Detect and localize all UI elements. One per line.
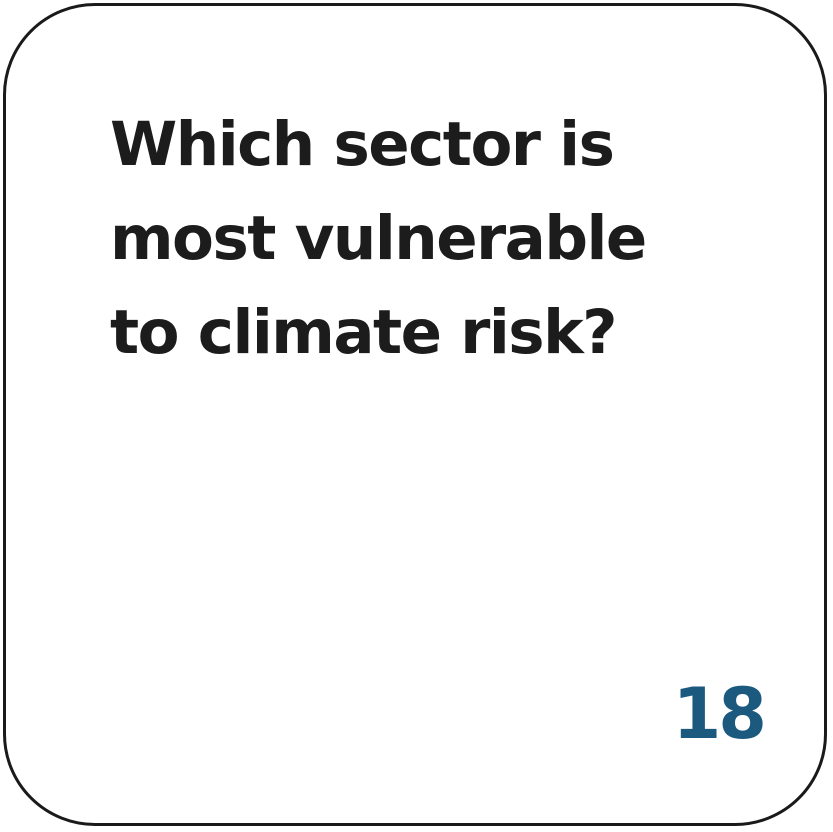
card-number: 18: [672, 673, 767, 755]
question-text: Which sector is most vulnerable to clima…: [110, 98, 750, 380]
question-line-2: most vulnerable: [110, 203, 647, 274]
question-line-3: to climate risk?: [110, 297, 618, 368]
question-card: Which sector is most vulnerable to clima…: [3, 3, 827, 826]
question-line-1: Which sector is: [110, 109, 615, 180]
